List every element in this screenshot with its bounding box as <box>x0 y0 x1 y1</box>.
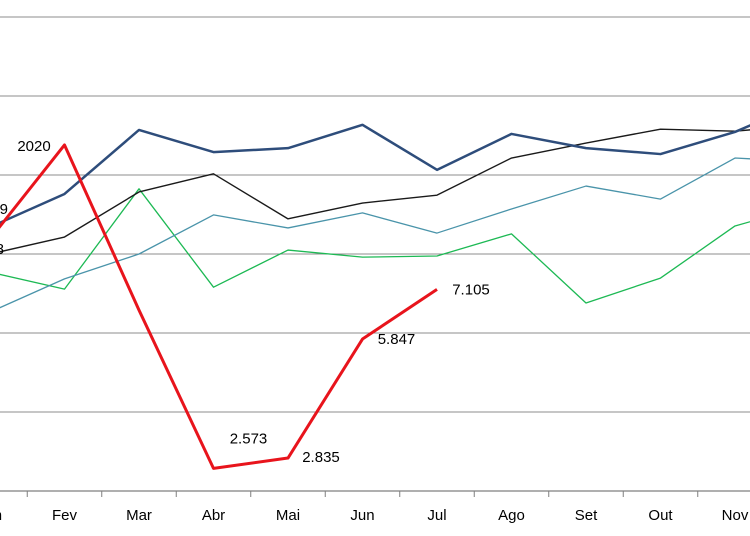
data-label: 2.835 <box>302 449 340 466</box>
x-tick-label: Ago <box>498 507 525 524</box>
series-line <box>0 143 438 470</box>
series-line <box>0 188 750 304</box>
series-label: 2020 <box>17 138 50 155</box>
x-tick-label: Jun <box>350 507 374 524</box>
x-tick-label: Jul <box>427 507 446 524</box>
x-tick-label: Fev <box>52 507 78 524</box>
series-line <box>0 123 750 225</box>
data-label: 5.847 <box>378 331 416 348</box>
x-tick-label: Set <box>575 507 598 524</box>
x-tick-label: Mai <box>276 507 300 524</box>
x-tick-label: Jan <box>0 507 2 524</box>
x-tick-label: Out <box>648 507 673 524</box>
data-label: 7.105 <box>452 281 490 298</box>
data-label: 2.573 <box>230 430 268 447</box>
series-label: 2019 <box>0 201 8 218</box>
series-label: 2018 <box>0 241 4 258</box>
series-line <box>0 128 750 253</box>
x-tick-label: Mar <box>126 507 152 524</box>
x-tick-label: Abr <box>202 507 225 524</box>
x-tick-label: Nov <box>722 507 749 524</box>
series-line <box>0 157 750 309</box>
